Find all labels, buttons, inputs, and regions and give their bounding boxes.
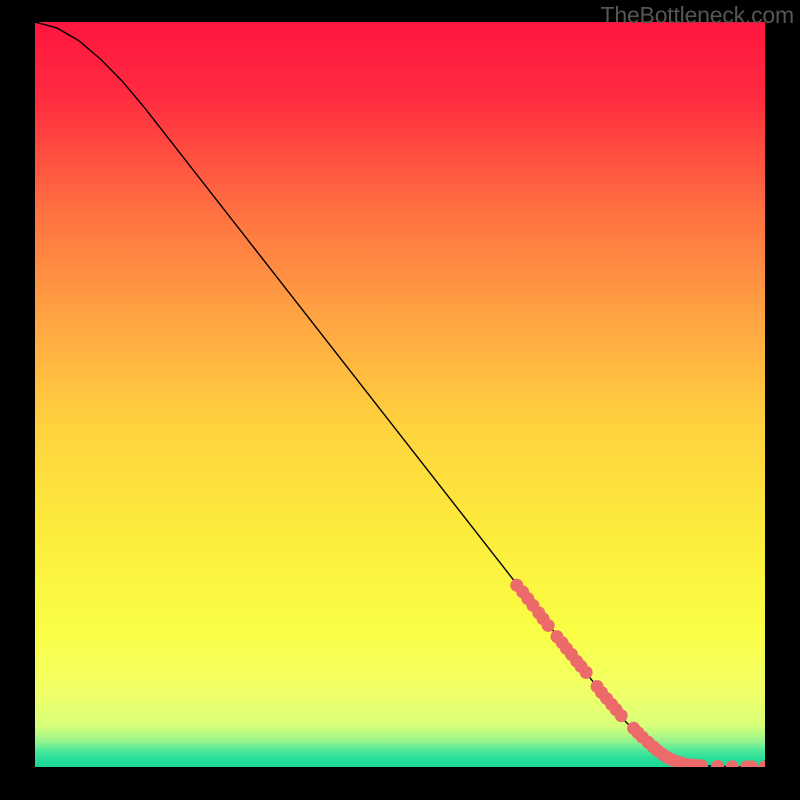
data-marker bbox=[695, 760, 707, 767]
data-marker bbox=[542, 619, 554, 631]
plot-area bbox=[35, 22, 765, 767]
data-marker bbox=[615, 710, 627, 722]
chart-container: TheBottleneck.com bbox=[0, 0, 800, 800]
data-marker bbox=[580, 666, 592, 678]
gradient-background bbox=[35, 22, 765, 767]
watermark-text: TheBottleneck.com bbox=[601, 2, 794, 29]
